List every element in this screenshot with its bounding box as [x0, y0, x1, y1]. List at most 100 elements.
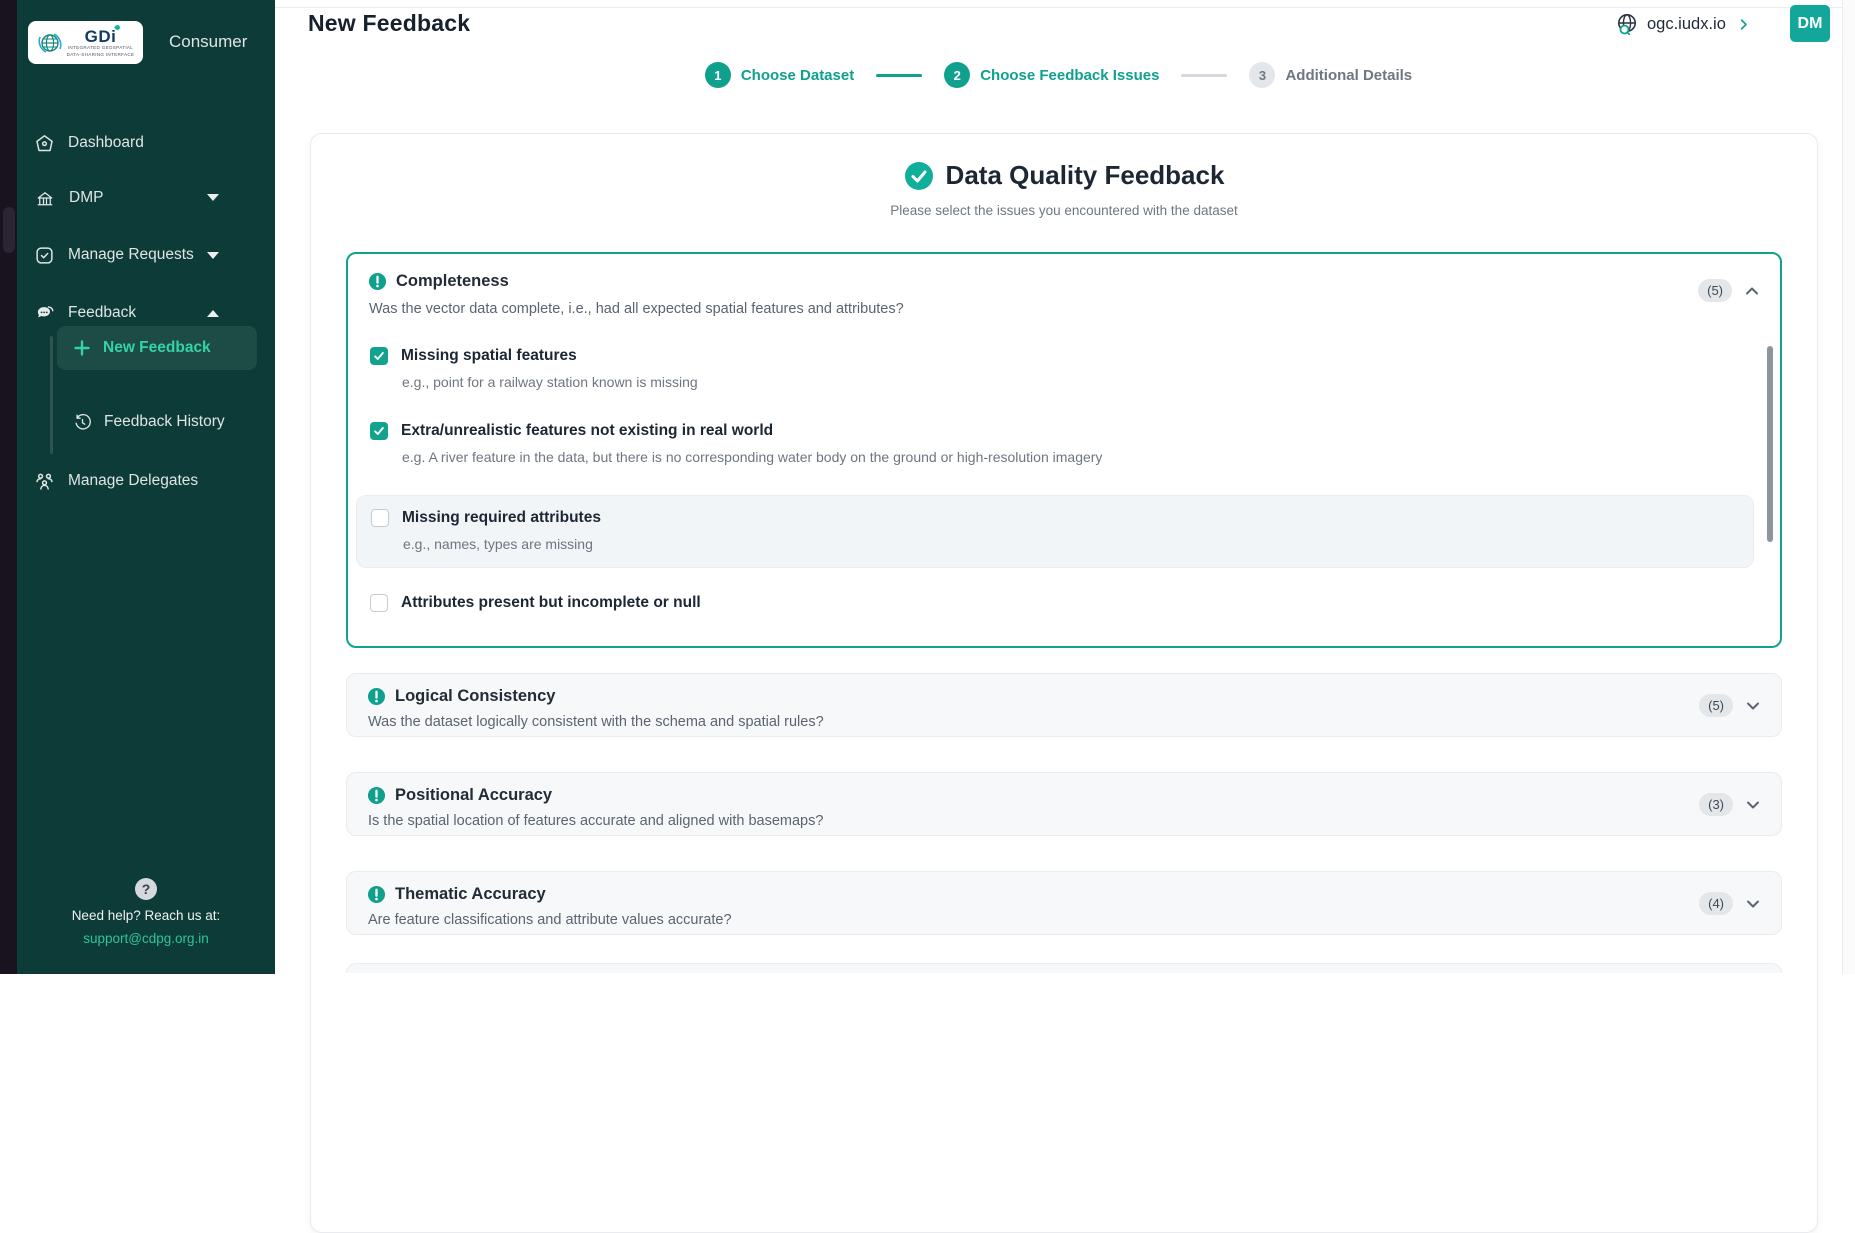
chevron-right-icon [1740, 18, 1747, 30]
section-completeness[interactable]: Completeness Was the vector data complet… [346, 252, 1782, 648]
section-logical-consistency[interactable]: Logical Consistency Was the dataset logi… [346, 673, 1782, 737]
section-question: Are feature classifications and attribut… [368, 912, 732, 928]
gdi-brand: GDi [85, 23, 122, 45]
step-choose-feedback-issues[interactable]: 2 Choose Feedback Issues [944, 62, 1159, 88]
gdi-globe-icon [38, 32, 62, 53]
section-header[interactable]: Completeness Was the vector data complet… [348, 254, 1780, 317]
section-title: Completeness [396, 272, 509, 290]
option-extra-unrealistic-features[interactable]: Extra/unrealistic features not existing … [370, 422, 1736, 465]
step-additional-details[interactable]: 3 Additional Details [1249, 62, 1412, 88]
chevron-down-icon [207, 194, 219, 201]
chevron-down-icon [207, 252, 219, 259]
alert-icon [367, 687, 386, 706]
chevron-down-icon [1747, 801, 1759, 808]
section-next-partially-visible[interactable] [346, 963, 1782, 973]
sidebar-item-dashboard[interactable]: Dashboard [17, 128, 275, 158]
sidebar-item-feedback-history[interactable]: Feedback History [57, 400, 257, 444]
plus-icon [74, 340, 90, 356]
bank-icon [37, 192, 53, 206]
chevron-up-icon [1746, 287, 1758, 294]
sidebar-item-label: New Feedback [103, 339, 211, 356]
chat-icon [37, 305, 54, 317]
sidebar-item-new-feedback[interactable]: New Feedback [57, 326, 257, 370]
question-mark-icon: ? [135, 878, 157, 900]
stepper: 1 Choose Dataset 2 Choose Feedback Issue… [275, 62, 1842, 88]
step-label: Additional Details [1285, 66, 1413, 84]
options-list: Missing spatial features e.g., point for… [348, 347, 1780, 618]
gdi-tagline-2: DATA-SHARING INTERFACE [66, 51, 135, 57]
sidebar-item-label: Feedback History [104, 413, 225, 430]
check-square-icon [36, 246, 53, 264]
scrollbar-thumb[interactable] [1767, 346, 1773, 542]
gdi-logo-text: GDi INTEGRATED GEOSPATIAL DATA-SHARING I… [66, 23, 135, 57]
issue-count-badge: (5) [1699, 694, 1733, 717]
page-title: New Feedback [308, 10, 471, 36]
option-title: Attributes present but incomplete or nul… [401, 594, 701, 611]
step-number: 3 [1249, 62, 1276, 88]
step-connector [1181, 73, 1228, 77]
home-icon [36, 134, 53, 151]
alert-icon [367, 786, 386, 805]
sidebar: GDi INTEGRATED GEOSPATIAL DATA-SHARING I… [17, 0, 275, 974]
form-heading: Data Quality Feedback [311, 134, 1817, 191]
avatar[interactable]: DM [1790, 5, 1830, 42]
option-description: e.g., names, types are missing [403, 536, 593, 552]
submenu-connector [50, 336, 53, 454]
option-description: e.g. A river feature in the data, but th… [402, 449, 1103, 465]
section-question: Is the spatial location of features accu… [368, 813, 824, 829]
option-missing-required-attributes[interactable]: Missing required attributes e.g., names,… [356, 495, 1754, 568]
history-icon [75, 413, 91, 429]
checkbox-checked[interactable] [370, 422, 388, 440]
sections-list: Completeness Was the vector data complet… [346, 252, 1782, 973]
gdi-logo[interactable]: GDi INTEGRATED GEOSPATIAL DATA-SHARING I… [28, 21, 143, 64]
alert-icon [368, 272, 387, 291]
issue-count-badge: (4) [1699, 892, 1733, 915]
option-missing-spatial-features[interactable]: Missing spatial features e.g., point for… [370, 347, 1736, 390]
option-title: Extra/unrealistic features not existing … [401, 422, 774, 439]
sidebar-item-label: Feedback [68, 304, 137, 321]
issue-count-badge: (5) [1698, 279, 1732, 302]
form-subtitle: Please select the issues you encountered… [890, 203, 1238, 218]
sidebar-item-feedback[interactable]: Feedback [17, 298, 275, 328]
top-divider [275, 7, 1842, 8]
sidebar-item-label: Manage Delegates [68, 472, 199, 489]
section-question: Was the vector data complete, i.e., had … [369, 301, 904, 317]
sidebar-item-manage-delegates[interactable]: Manage Delegates [17, 466, 275, 496]
step-number: 2 [944, 62, 971, 88]
form-title: Data Quality Feedback [945, 160, 1225, 190]
location-pin-icon [114, 23, 122, 31]
sidebar-item-dmp[interactable]: DMP [17, 183, 275, 213]
checkbox-checked[interactable] [370, 347, 388, 365]
option-attributes-incomplete-or-null[interactable]: Attributes present but incomplete or nul… [370, 594, 1736, 618]
section-title: Logical Consistency [395, 687, 556, 705]
feedback-form-card: Data Quality Feedback Please select the … [310, 133, 1818, 1233]
globe-search-icon [1618, 14, 1636, 36]
section-title: Positional Accuracy [395, 786, 553, 804]
sidebar-item-label: Manage Requests [68, 246, 194, 263]
option-description: e.g., point for a railway station known … [402, 374, 698, 390]
edge-handle [3, 207, 15, 253]
section-thematic-accuracy[interactable]: Thematic Accuracy Are feature classifica… [346, 871, 1782, 935]
sidebar-item-manage-requests[interactable]: Manage Requests [17, 240, 275, 270]
support-email-link[interactable]: support@cdpg.org.in [83, 931, 209, 946]
page-scrollbar[interactable] [1842, 0, 1855, 974]
checkbox-unchecked[interactable] [371, 509, 389, 527]
step-connector [876, 73, 923, 77]
alert-icon [367, 885, 386, 904]
sidebar-item-label: Dashboard [68, 134, 144, 151]
people-group-icon [36, 473, 53, 490]
issue-count-badge: (3) [1699, 793, 1733, 816]
section-title: Thematic Accuracy [395, 885, 546, 903]
instance-selector[interactable]: ogc.iudx.io [1615, 12, 1751, 36]
clipped-description: e.g., attributes or field values of a ro… [370, 612, 1736, 618]
option-title: Missing spatial features [401, 347, 577, 364]
checkbox-unchecked[interactable] [370, 594, 388, 612]
chevron-down-icon [1747, 702, 1759, 709]
check-circle-icon [904, 161, 933, 190]
section-positional-accuracy[interactable]: Positional Accuracy Is the spatial locat… [346, 772, 1782, 836]
chevron-down-icon [1747, 900, 1759, 907]
step-number: 1 [704, 62, 731, 88]
instance-name: ogc.iudx.io [1647, 14, 1726, 33]
section-question: Was the dataset logically consistent wit… [368, 714, 824, 730]
step-choose-dataset[interactable]: 1 Choose Dataset [704, 62, 854, 88]
